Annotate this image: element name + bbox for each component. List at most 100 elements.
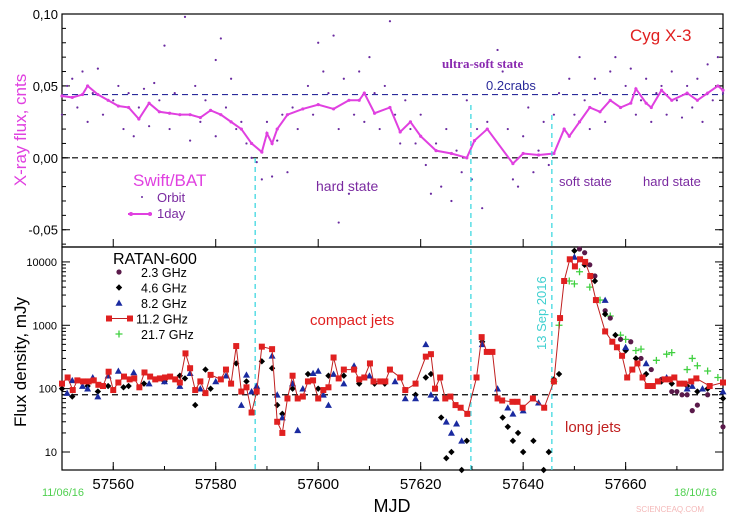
orbit-point [229,77,233,80]
watermark: SCIENCEAQ.COM [636,505,704,514]
date-line-label: 13 Sep 2016 [534,276,549,350]
8-2-ghz-point [324,401,332,408]
1day-point [316,103,320,107]
1day-point [598,110,602,114]
8-2-ghz-point [160,377,168,385]
orbit-point [71,77,74,80]
4-6-ghz-point [427,370,435,378]
legend-1day-label: 1day [157,206,186,221]
11-2-ghz-point [253,388,260,395]
4-6-ghz-point [514,429,522,437]
orbit-point [337,221,340,224]
11-2-ghz-point [397,374,404,381]
orbit-point [388,20,392,23]
top-ytick-label: 0,10 [33,7,58,22]
4-6-ghz-point [612,331,619,339]
11-2-ghz-point [514,398,521,405]
21-7-ghz-point [637,345,645,353]
1day-point [270,141,274,146]
orbit-point [204,99,207,102]
2-3-ghz-point [607,315,613,321]
8-2-ghz-point [94,393,102,400]
8-2-ghz-point [422,340,430,348]
8-2-ghz-point [294,426,302,434]
11-2-ghz-point [370,378,377,385]
orbit-point [496,48,499,52]
21-7-ghz-point [663,350,671,358]
1day-point [265,131,269,135]
bottom-xtick-label: 57580 [195,476,237,493]
1day-point [208,108,213,112]
orbit-point [393,113,397,116]
11-2-ghz-point [592,297,599,304]
4-6-ghz-point [540,466,547,474]
11-2-ghz-point [115,379,122,386]
2-3-ghz-point [694,402,700,408]
4-6-ghz-point [140,380,148,387]
4-6-ghz-point [458,466,465,474]
orbit-point [214,58,217,62]
orbit-point [588,127,591,131]
11-2-ghz-point [671,374,678,381]
11-2-ghz-point [315,395,322,402]
1day-point [472,138,477,143]
legend-marker-4 [115,330,123,338]
orbit-point [445,127,448,131]
11-2-ghz-point [248,409,255,416]
1day-point [567,134,571,138]
8-2-ghz-point [427,391,435,398]
8-2-ghz-point [601,296,609,303]
1day-point [285,113,290,117]
orbit-point [650,120,653,123]
11-2-ghz-point [557,315,564,322]
1day-point [60,94,64,98]
orbit-point [573,113,576,116]
11-2-ghz-point [377,378,384,385]
orbit-point [701,120,704,123]
orbit-point [317,41,320,44]
1day-point [419,134,423,138]
orbit-point [199,120,202,123]
4-6-ghz-point [591,277,599,285]
legend-1day-marker [129,212,133,216]
11-2-ghz-point [639,374,646,381]
orbit-point [76,106,79,109]
orbit-point [219,37,222,40]
2-3-ghz-point [592,273,598,279]
orbit-point [265,120,269,123]
4-6-ghz-point [94,388,102,395]
orbit-point [337,127,340,131]
4-6-ghz-point [530,437,537,445]
11-2-ghz-point [693,375,700,382]
orbit-point [614,56,617,59]
source-label: Cyg X-3 [630,26,691,45]
8-2-ghz-point [432,394,440,402]
4-6-ghz-point [315,385,322,392]
bottom-ytick-label: 100 [39,384,57,396]
long-jets-label: long jets [565,419,621,436]
orbit-point [327,92,330,95]
orbit-point [137,106,140,109]
11-2-ghz-point [473,374,480,381]
11-2-ghz-point [279,429,286,436]
orbit-point [214,135,217,138]
11-2-ghz-point [167,373,174,380]
orbit-point [86,120,89,123]
11-2-ghz-point [289,372,296,379]
11-2-ghz-point [550,378,557,385]
orbit-point [342,77,345,80]
1day-point [347,98,351,102]
orbit-point [583,99,586,102]
1day-point [106,98,110,102]
11-2-ghz-point [366,360,373,367]
11-2-ghz-point [126,376,133,383]
orbit-point [414,142,417,145]
orbit-point [132,135,135,138]
11-2-ghz-point [207,371,214,378]
11-2-ghz-point [74,377,81,384]
4-6-ghz-point [104,382,112,390]
top-ytick-label: -0,05 [28,223,58,238]
orbit-point [60,113,64,116]
orbit-point [158,99,161,102]
